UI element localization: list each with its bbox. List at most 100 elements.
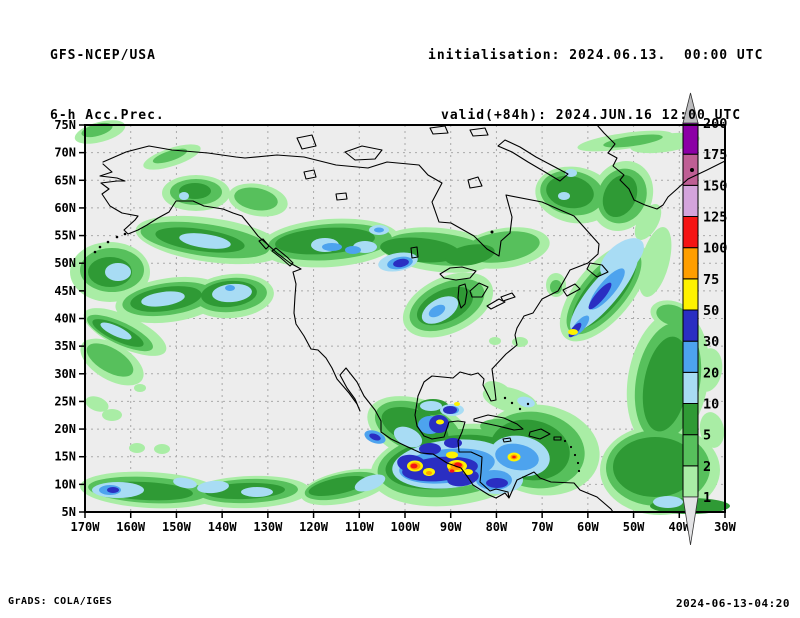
y-tick-label: 75N (54, 118, 76, 132)
x-tick-label: 100W (391, 520, 421, 534)
colorbar-end-arrows (682, 92, 699, 546)
great-bear-lake (303, 169, 317, 180)
precip-blob (489, 337, 501, 345)
precip-blob (134, 384, 146, 392)
precip-blob (428, 304, 446, 318)
precip-blob (426, 471, 432, 475)
precip-blob (197, 480, 229, 494)
precip-blob (565, 169, 577, 177)
aleutian-islands (93, 232, 127, 254)
colorbar-segment (682, 309, 699, 342)
precip-blob (129, 443, 145, 453)
y-tick-label: 15N (54, 450, 76, 464)
precip-blob (558, 192, 570, 200)
colorbar-segment (682, 247, 699, 280)
x-tick-label: 150W (162, 520, 192, 534)
islet (690, 168, 694, 172)
precip-blob (420, 401, 442, 411)
precip-blob (642, 336, 690, 432)
grads-credit: GrADS: COLA/IGES (8, 596, 113, 607)
precip-blob (454, 402, 460, 406)
precip-blob (234, 187, 278, 211)
precip-blob (443, 406, 457, 414)
colorbar-label: 175 (703, 147, 727, 163)
colorbar-label: 75 (703, 272, 719, 288)
precip-blob (638, 227, 672, 297)
precip-blob (508, 425, 532, 439)
precip-blob (486, 478, 508, 488)
precip-blob (419, 443, 441, 455)
precip-blob (568, 329, 578, 335)
creation-timestamp: 2024-06-13-04:20 (676, 597, 790, 610)
title-block: GFS-NCEP/USA 6-h Acc.Prec. (50, 6, 165, 166)
precip-blob (512, 337, 528, 347)
precip-blob (512, 455, 516, 459)
precip-blob (107, 487, 119, 493)
lake-winnipeg (410, 246, 419, 259)
hispaniola (528, 428, 551, 440)
lake-michigan (457, 283, 468, 309)
y-tick-label: 10N (54, 477, 76, 491)
precip-blob (86, 343, 134, 377)
x-tick-label: 140W (208, 520, 238, 534)
colorbar-segment (682, 278, 699, 311)
cuba (473, 414, 524, 431)
precip-blob (446, 451, 458, 459)
precip-blob (105, 263, 131, 281)
lake-huron (469, 282, 489, 298)
x-tick-label: 70W (531, 520, 553, 534)
y-tick-label: 40N (54, 312, 76, 326)
colorbar-segment (682, 434, 699, 467)
precip-blob (308, 475, 368, 497)
initialisation-time: initialisation: 2024.06.13. 00:00 UTC (428, 48, 764, 63)
precip-blob (369, 433, 381, 441)
colorbar-over-arrow (682, 92, 699, 124)
jamaica (502, 437, 512, 443)
y-tick-label: 45N (54, 284, 76, 298)
x-tick-label: 50W (623, 520, 645, 534)
x-tick-label: 160W (116, 520, 146, 534)
precip-blob (602, 174, 638, 218)
precip-blob (603, 134, 663, 148)
colorbar-label: 1 (703, 490, 711, 506)
precip-blob (550, 280, 562, 294)
y-tick-label: 5N (62, 505, 76, 519)
precip-blob (173, 477, 197, 489)
precip-blob (517, 396, 535, 408)
vancouver-island (271, 247, 294, 267)
lesser-antilles (563, 439, 581, 473)
lake-ontario (500, 292, 516, 302)
precip-blob (393, 426, 423, 448)
colorbar-label: 30 (703, 334, 719, 350)
y-tick-label: 30N (54, 367, 76, 381)
precip-blob (345, 246, 361, 254)
x-tick-label: 90W (440, 520, 462, 534)
colorbar-label: 5 (703, 428, 711, 444)
valid-time: valid(+84h): 2024.JUN.16 12:00 UTC (441, 108, 742, 123)
precip-blob (152, 148, 188, 164)
precip-blob (445, 244, 495, 266)
victoria-island (344, 145, 383, 161)
precip-blob (600, 238, 644, 278)
x-tick-label: 80W (486, 520, 508, 534)
precip-blob (179, 192, 189, 200)
precip-blob (634, 203, 662, 241)
colorbar-segment (682, 340, 699, 373)
southampton-island (467, 176, 483, 189)
y-tick-label: 25N (54, 394, 76, 408)
y-tick-label: 70N (54, 146, 76, 160)
banks-island (296, 134, 317, 150)
colorbar-label: 150 (703, 178, 727, 194)
precip-blob (656, 304, 688, 326)
x-tick-label: 110W (345, 520, 375, 534)
y-tick-label: 20N (54, 422, 76, 436)
north-america-coastline (99, 145, 614, 513)
precip-blob (81, 122, 113, 138)
colorbar-under-arrow (682, 496, 699, 546)
precip-blob (322, 243, 342, 251)
colorbar-label: 50 (703, 303, 719, 319)
y-tick-label: 50N (54, 256, 76, 270)
